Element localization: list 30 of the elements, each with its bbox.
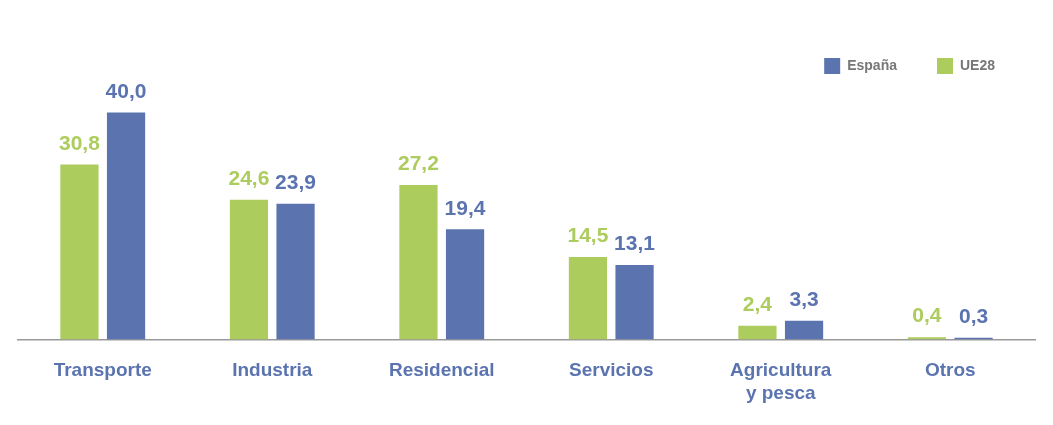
data-label: 23,9 xyxy=(275,170,316,194)
x-tick-label: Industria xyxy=(232,359,313,381)
bar xyxy=(276,203,315,340)
data-label: 40,0 xyxy=(105,78,147,102)
x-tick-label: Transporte xyxy=(53,359,152,381)
data-label: 19,4 xyxy=(444,195,486,219)
bar xyxy=(229,199,269,340)
bar xyxy=(615,265,654,340)
bar xyxy=(568,257,608,340)
data-label: 13,1 xyxy=(614,231,656,255)
bar xyxy=(738,325,777,340)
x-tick-label: Agricultura y pesca xyxy=(730,359,832,403)
bar xyxy=(784,320,824,340)
data-label: 30,8 xyxy=(59,130,101,154)
bar xyxy=(445,229,485,340)
data-label: 0,3 xyxy=(958,303,989,327)
legend-label: UE28 xyxy=(959,56,996,73)
data-label: 0,4 xyxy=(912,303,942,327)
data-label: 14,5 xyxy=(567,223,609,247)
bar xyxy=(60,164,99,340)
data-label: 27,2 xyxy=(398,151,439,175)
x-tick-label: Residencial xyxy=(388,359,495,381)
data-label: 2,4 xyxy=(742,292,773,316)
data-label: 24,6 xyxy=(228,166,270,190)
bar xyxy=(106,112,146,340)
data-label: 3,3 xyxy=(789,286,819,310)
legend-label: España xyxy=(847,56,898,73)
x-tick-label: Servicios xyxy=(569,359,654,381)
bar xyxy=(399,185,438,340)
x-tick-label: Otros xyxy=(924,359,976,381)
